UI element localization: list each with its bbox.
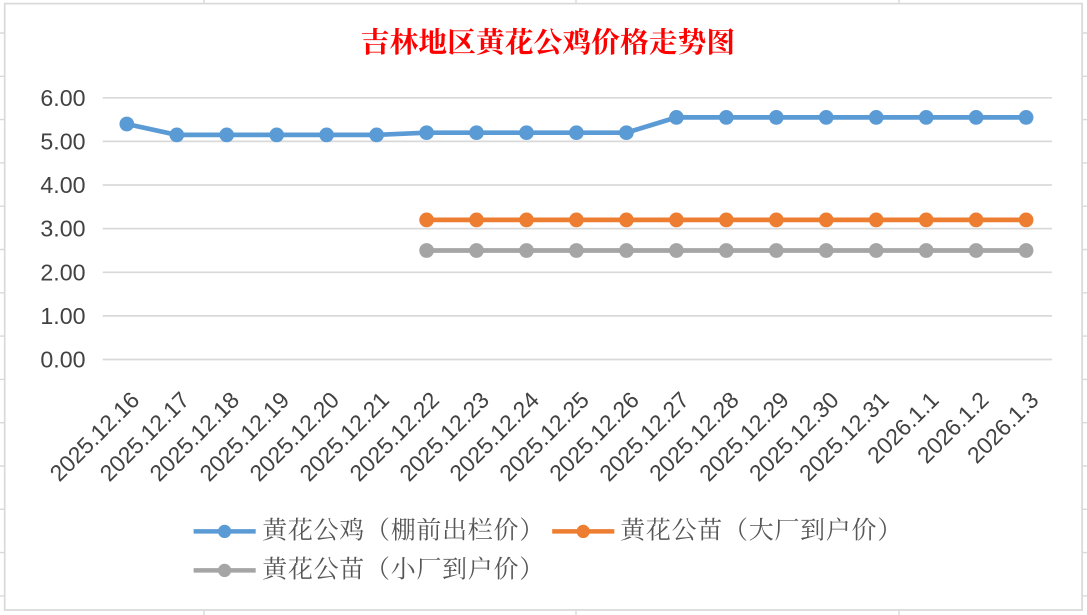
svg-text:1.00: 1.00 — [40, 303, 85, 329]
svg-text:3.00: 3.00 — [40, 216, 85, 242]
svg-text:6.00: 6.00 — [40, 85, 85, 111]
svg-text:5.00: 5.00 — [40, 128, 85, 154]
svg-text:2.00: 2.00 — [40, 259, 85, 285]
svg-text:4.00: 4.00 — [40, 172, 85, 198]
svg-text:0.00: 0.00 — [40, 347, 85, 373]
